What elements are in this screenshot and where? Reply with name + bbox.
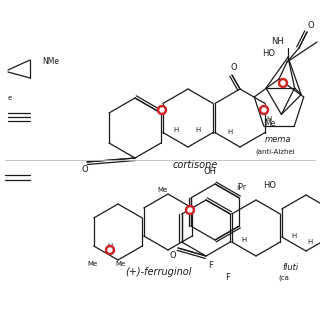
Text: F: F xyxy=(209,261,213,270)
Text: Me: Me xyxy=(158,187,168,193)
Circle shape xyxy=(186,205,195,214)
Text: H: H xyxy=(241,237,247,243)
Circle shape xyxy=(260,106,268,115)
Text: O: O xyxy=(308,21,314,30)
Text: iPr: iPr xyxy=(236,183,246,193)
Text: Me: Me xyxy=(88,261,98,267)
Text: Me: Me xyxy=(264,119,276,129)
Text: Me: Me xyxy=(115,261,125,267)
Circle shape xyxy=(108,248,112,252)
Text: O: O xyxy=(82,165,88,174)
Circle shape xyxy=(157,106,166,115)
Text: mema: mema xyxy=(265,135,291,145)
Text: H: H xyxy=(196,127,201,133)
Text: H: H xyxy=(173,127,179,133)
Text: e: e xyxy=(8,95,12,101)
Text: H: H xyxy=(292,233,297,239)
Circle shape xyxy=(188,208,192,212)
Text: H: H xyxy=(266,116,272,122)
Text: HO: HO xyxy=(262,50,275,59)
Text: H: H xyxy=(228,129,233,135)
Text: O: O xyxy=(170,252,176,260)
Circle shape xyxy=(160,108,164,112)
Text: H: H xyxy=(308,239,313,245)
Circle shape xyxy=(106,245,115,254)
Text: (+)-ferruginol: (+)-ferruginol xyxy=(125,267,191,277)
Text: O: O xyxy=(231,62,237,71)
Text: HO: HO xyxy=(263,181,276,190)
Text: (ca: (ca xyxy=(278,275,289,281)
Text: cortisone: cortisone xyxy=(172,160,218,170)
Circle shape xyxy=(278,78,287,87)
Text: NMe: NMe xyxy=(42,58,59,67)
Text: OH: OH xyxy=(204,167,217,177)
Text: F: F xyxy=(226,274,230,283)
Text: fluti: fluti xyxy=(282,263,298,273)
Text: H: H xyxy=(108,243,113,249)
Circle shape xyxy=(262,108,266,112)
Circle shape xyxy=(281,81,285,85)
Text: (anti-Alzhei: (anti-Alzhei xyxy=(255,149,295,155)
Text: NH: NH xyxy=(272,37,284,46)
